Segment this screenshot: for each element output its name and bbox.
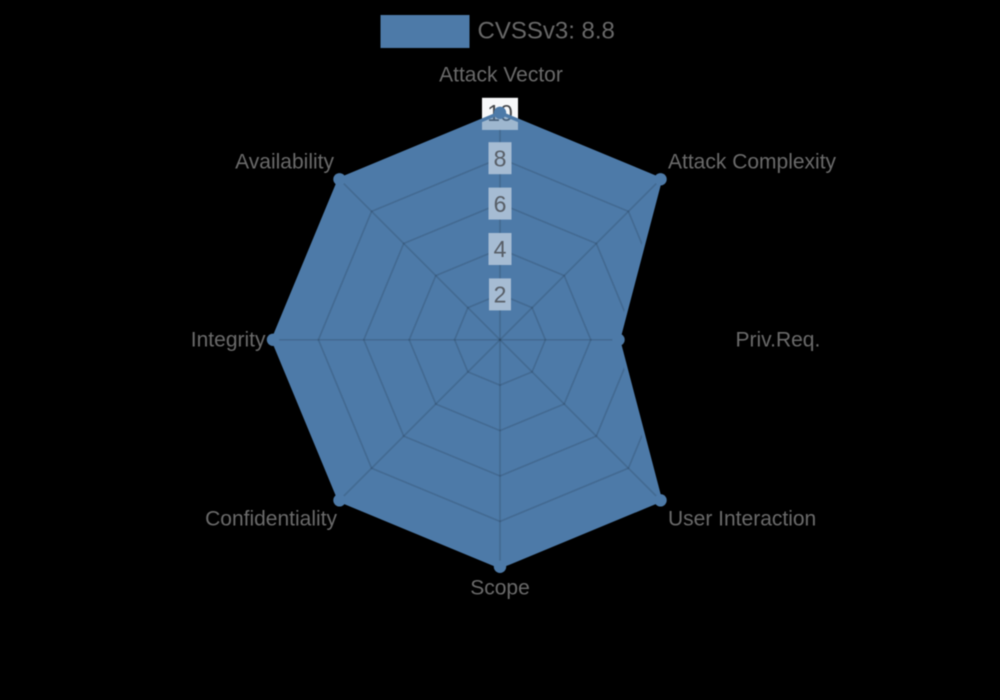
svg-text:Attack Vector: Attack Vector — [439, 64, 563, 87]
svg-text:CVSSv3: 8.8: CVSSv3: 8.8 — [478, 18, 615, 45]
svg-text:Priv.Req.: Priv.Req. — [736, 329, 821, 352]
svg-text:6: 6 — [494, 191, 507, 217]
svg-text:Confidentiality: Confidentiality — [205, 508, 337, 531]
svg-text:Integrity: Integrity — [191, 329, 266, 352]
svg-text:4: 4 — [494, 236, 507, 262]
svg-text:2: 2 — [494, 282, 507, 308]
svg-text:Attack Complexity: Attack Complexity — [668, 151, 837, 174]
svg-text:Scope: Scope — [470, 577, 530, 600]
svg-text:Availability: Availability — [235, 151, 334, 174]
svg-text:User Interaction: User Interaction — [668, 508, 816, 531]
svg-text:8: 8 — [494, 145, 507, 171]
